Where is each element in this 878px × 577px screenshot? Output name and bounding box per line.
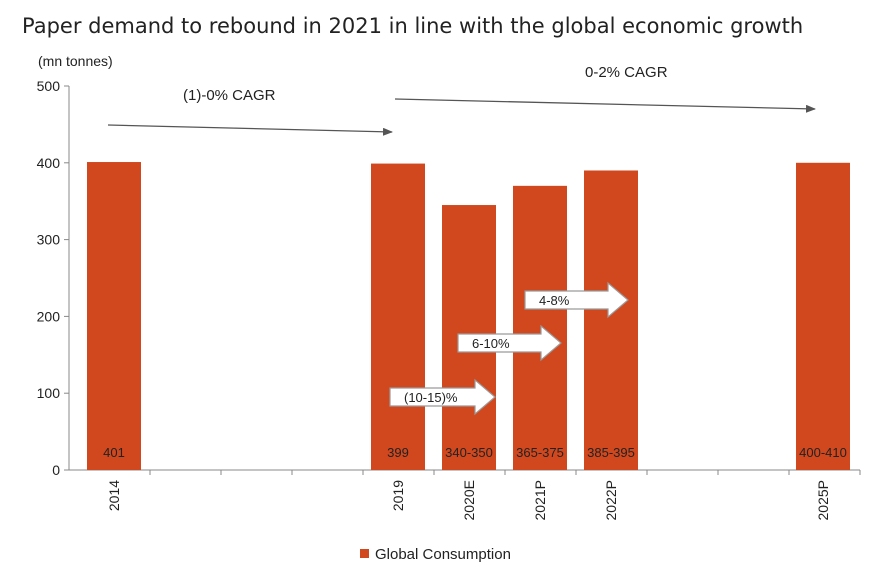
bar-2019 bbox=[371, 163, 425, 470]
bar-value-label: 365-375 bbox=[516, 445, 564, 460]
growth-label: 6-10% bbox=[472, 336, 510, 351]
growth-arrow-shape bbox=[524, 281, 629, 319]
y-tick-label: 100 bbox=[37, 385, 61, 401]
y-tick-label: 200 bbox=[37, 308, 61, 324]
bar-2014 bbox=[87, 162, 141, 471]
bar-value-label: 340-350 bbox=[445, 445, 493, 460]
cagr-label-2014-2019: (1)-0% CAGR bbox=[183, 87, 276, 104]
bar-2021p bbox=[513, 185, 567, 470]
x-tick-label: 2025P bbox=[815, 480, 831, 520]
growth-arrow-shape bbox=[457, 324, 562, 362]
growth-arrow-shape bbox=[389, 378, 496, 416]
x-axis: 2014 2019 2020E 2021P 2022P 2025P bbox=[69, 469, 861, 520]
chart-title: Paper demand to rebound in 2021 in line … bbox=[22, 14, 804, 38]
x-tick-label: 2021P bbox=[532, 480, 548, 520]
y-tick-label: 400 bbox=[37, 155, 61, 171]
bar-value-label: 400-410 bbox=[799, 445, 847, 460]
bar-value-label: 401 bbox=[103, 445, 125, 460]
cagr-annotations: (1)-0% CAGR 0-2% CAGR bbox=[107, 64, 816, 136]
growth-label: 4-8% bbox=[539, 293, 570, 308]
legend-label: Global Consumption bbox=[375, 546, 511, 563]
growth-arrow-2021: 6-10% bbox=[457, 324, 562, 362]
x-tick-label: 2022P bbox=[603, 480, 619, 520]
bars: 401 399 340-350 365-375 385-395 400-410 bbox=[87, 162, 850, 471]
cagr-arrow-2014-2019 bbox=[107, 124, 393, 136]
x-tick-label: 2014 bbox=[106, 480, 122, 511]
y-tick-label: 300 bbox=[37, 232, 61, 248]
growth-arrow-2020: (10-15)% bbox=[389, 378, 496, 416]
bar-value-label: 385-395 bbox=[587, 445, 635, 460]
y-tick-label: 500 bbox=[37, 78, 61, 94]
growth-annotations: (10-15)% 6-10% 4-8% bbox=[389, 281, 629, 416]
legend-swatch bbox=[360, 549, 369, 558]
bar-value-label: 399 bbox=[387, 445, 409, 460]
cagr-arrow-2019-2025 bbox=[394, 98, 816, 113]
growth-label: (10-15)% bbox=[404, 390, 458, 405]
x-tick-label: 2019 bbox=[390, 480, 406, 511]
y-tick-label: 0 bbox=[52, 462, 60, 478]
cagr-label-2019-2025: 0-2% CAGR bbox=[585, 64, 668, 81]
growth-arrow-2022: 4-8% bbox=[524, 281, 629, 319]
legend: Global Consumption bbox=[360, 546, 511, 563]
x-tick-label: 2020E bbox=[461, 480, 477, 520]
y-axis: 0 100 200 300 400 500 (mn tonnes) bbox=[37, 53, 113, 478]
bar-2025p bbox=[796, 162, 850, 471]
unit-label: (mn tonnes) bbox=[38, 53, 113, 69]
bar-2022p bbox=[584, 170, 638, 471]
